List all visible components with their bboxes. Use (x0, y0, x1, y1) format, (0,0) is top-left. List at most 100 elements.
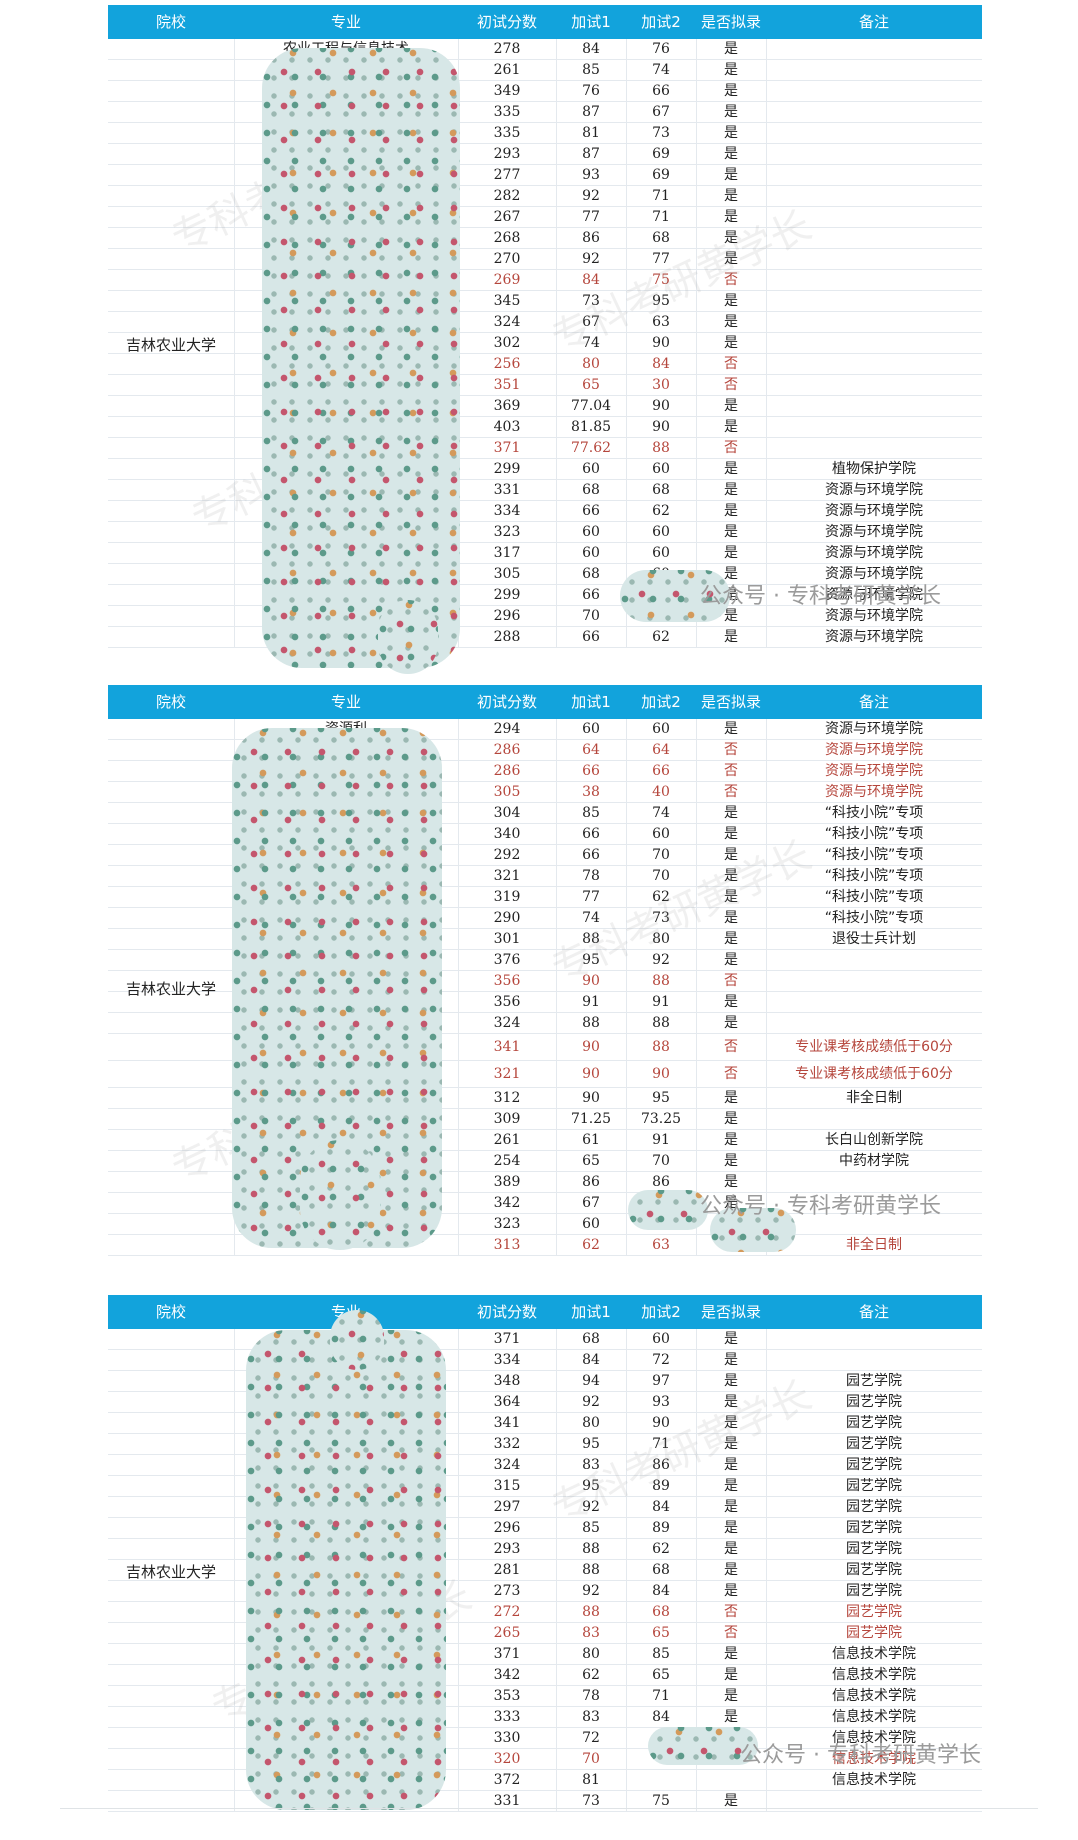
cell-test1: 88 (582, 931, 600, 947)
cell-test2: 80 (652, 931, 670, 947)
page-divider (60, 1808, 1038, 1809)
cell-admitted: 否 (724, 973, 738, 989)
cell-note: “科技小院”专项 (824, 805, 924, 821)
cell-note: “科技小院”专项 (824, 868, 924, 884)
source-credit: 公众号 · 专科考研黄学长 (700, 1194, 941, 1219)
cell-initial-score: 267 (493, 209, 521, 225)
cell-test1: 95 (582, 1436, 600, 1452)
cell-note: 园艺学院 (846, 1541, 902, 1557)
cell-test2: 76 (652, 41, 670, 57)
cell-test1: 61 (582, 1132, 600, 1148)
grid-line (696, 39, 697, 648)
table-row: 331 73 75 是 (108, 1791, 982, 1812)
cell-test2: 71 (652, 209, 670, 225)
cell-admitted: 是 (724, 1153, 738, 1169)
cell-note: 专业课考核成绩低于60分 (795, 1066, 953, 1082)
header-initial-score: 初试分数 (476, 1303, 537, 1321)
cell-test1: 84 (582, 1352, 600, 1368)
grid-line (766, 719, 767, 1256)
cell-initial-score: 333 (493, 1709, 521, 1725)
cell-test1: 90 (582, 973, 600, 989)
cell-test2: 90 (652, 398, 670, 414)
table-body: 农业工程与信息技术2788476是2618574是3497666是3358767… (108, 39, 982, 648)
cell-test2: 65 (652, 1625, 670, 1641)
cell-note: 园艺学院 (846, 1583, 902, 1599)
cell-test1: 68 (582, 1331, 600, 1347)
cell-initial-score: 297 (493, 1499, 521, 1515)
cell-test2: 90 (652, 335, 670, 351)
table-row: 335 81 73 是 (108, 123, 982, 144)
cell-admitted: 是 (724, 314, 738, 330)
table-row: 332 95 71 是 园艺学院 (108, 1434, 982, 1455)
cell-note: 园艺学院 (846, 1373, 902, 1389)
header-test1: 加试1 (571, 1303, 611, 1321)
cell-test2: 72 (652, 1352, 670, 1368)
cell-test1: 76 (582, 83, 600, 99)
cell-note: 资源与环境学院 (825, 608, 923, 624)
table-row: 296 70 是 资源与环境学院 (108, 606, 982, 627)
cell-admitted: 否 (724, 440, 738, 456)
cell-test2: 95 (652, 1090, 670, 1106)
cell-test2: 66 (652, 763, 670, 779)
cell-note: 信息技术学院 (832, 1709, 916, 1725)
cell-admitted: 是 (724, 1352, 738, 1368)
cell-initial-score: 272 (493, 1604, 521, 1620)
cell-initial-score: 293 (493, 1541, 521, 1557)
cell-test2: 77 (652, 251, 670, 267)
cell-test1: 66 (582, 763, 600, 779)
cell-initial-score: 299 (493, 461, 521, 477)
privacy-mask (378, 600, 438, 674)
cell-admitted: 是 (724, 188, 738, 204)
cell-test1: 66 (582, 503, 600, 519)
cell-admitted: 是 (724, 167, 738, 183)
cell-test1: 92 (582, 1583, 600, 1599)
cell-admitted: 是 (724, 721, 738, 737)
cell-admitted: 否 (724, 356, 738, 372)
grid-line (766, 39, 767, 648)
cell-admitted: 是 (724, 293, 738, 309)
cell-initial-score: 356 (493, 994, 521, 1010)
cell-note: 资源与环境学院 (825, 721, 923, 737)
cell-admitted: 是 (724, 868, 738, 884)
cell-test2: 86 (652, 1457, 670, 1473)
table-row: 351 65 30 否 (108, 375, 982, 396)
cell-initial-score: 301 (493, 931, 521, 947)
cell-test1: 94 (582, 1373, 600, 1389)
cell-admitted: 是 (724, 1709, 738, 1725)
cell-note: 资源与环境学院 (825, 482, 923, 498)
table-row: 293 88 62 是 园艺学院 (108, 1539, 982, 1560)
cell-note: 植物保护学院 (832, 461, 916, 477)
cell-test2: 88 (652, 1015, 670, 1031)
privacy-mask (262, 48, 460, 668)
admission-table-2: 院校专业初试分数加试1加试2是否拟录取备注资源利2946060是资源与环境学院2… (108, 685, 982, 1256)
cell-note (766, 354, 982, 374)
cell-initial-score: 286 (493, 763, 521, 779)
table-row: 272 88 68 否 园艺学院 (108, 1602, 982, 1623)
cell-admitted: 否 (724, 784, 738, 800)
cell-test2: 88 (652, 1039, 670, 1055)
cell-initial-score: 315 (493, 1478, 521, 1494)
cell-initial-score: 317 (493, 545, 521, 561)
cell-initial-score: 319 (493, 889, 521, 905)
cell-initial-score: 348 (493, 1373, 521, 1389)
table-row: 342 62 65 是 信息技术学院 (108, 1665, 982, 1686)
cell-test1: 78 (582, 868, 600, 884)
cell-test2: 62 (652, 629, 670, 645)
header-initial-score: 初试分数 (476, 13, 537, 31)
table-row: 256 80 84 否 (108, 354, 982, 375)
cell-admitted: 是 (724, 524, 738, 540)
table-header: 院校 专业 初试分数 加试1 加试2 是否拟录取 备注 (108, 685, 982, 745)
cell-test1: 62 (582, 1237, 600, 1253)
table-row: 297 92 84 是 园艺学院 (108, 1497, 982, 1518)
cell-test1: 65 (582, 1153, 600, 1169)
cell-test1: 74 (582, 910, 600, 926)
cell-admitted: 是 (724, 41, 738, 57)
cell-note: 资源与环境学院 (825, 545, 923, 561)
cell-note: 资源与环境学院 (825, 763, 923, 779)
cell-note: 资源与环境学院 (825, 524, 923, 540)
cell-initial-score: 304 (493, 805, 521, 821)
table-row: 261 85 74 是 (108, 60, 982, 81)
table-row: 293 87 69 是 (108, 144, 982, 165)
table-row: 254 65 70 是 中药材学院 (108, 1151, 982, 1172)
cell-note: 资源与环境学院 (825, 742, 923, 758)
